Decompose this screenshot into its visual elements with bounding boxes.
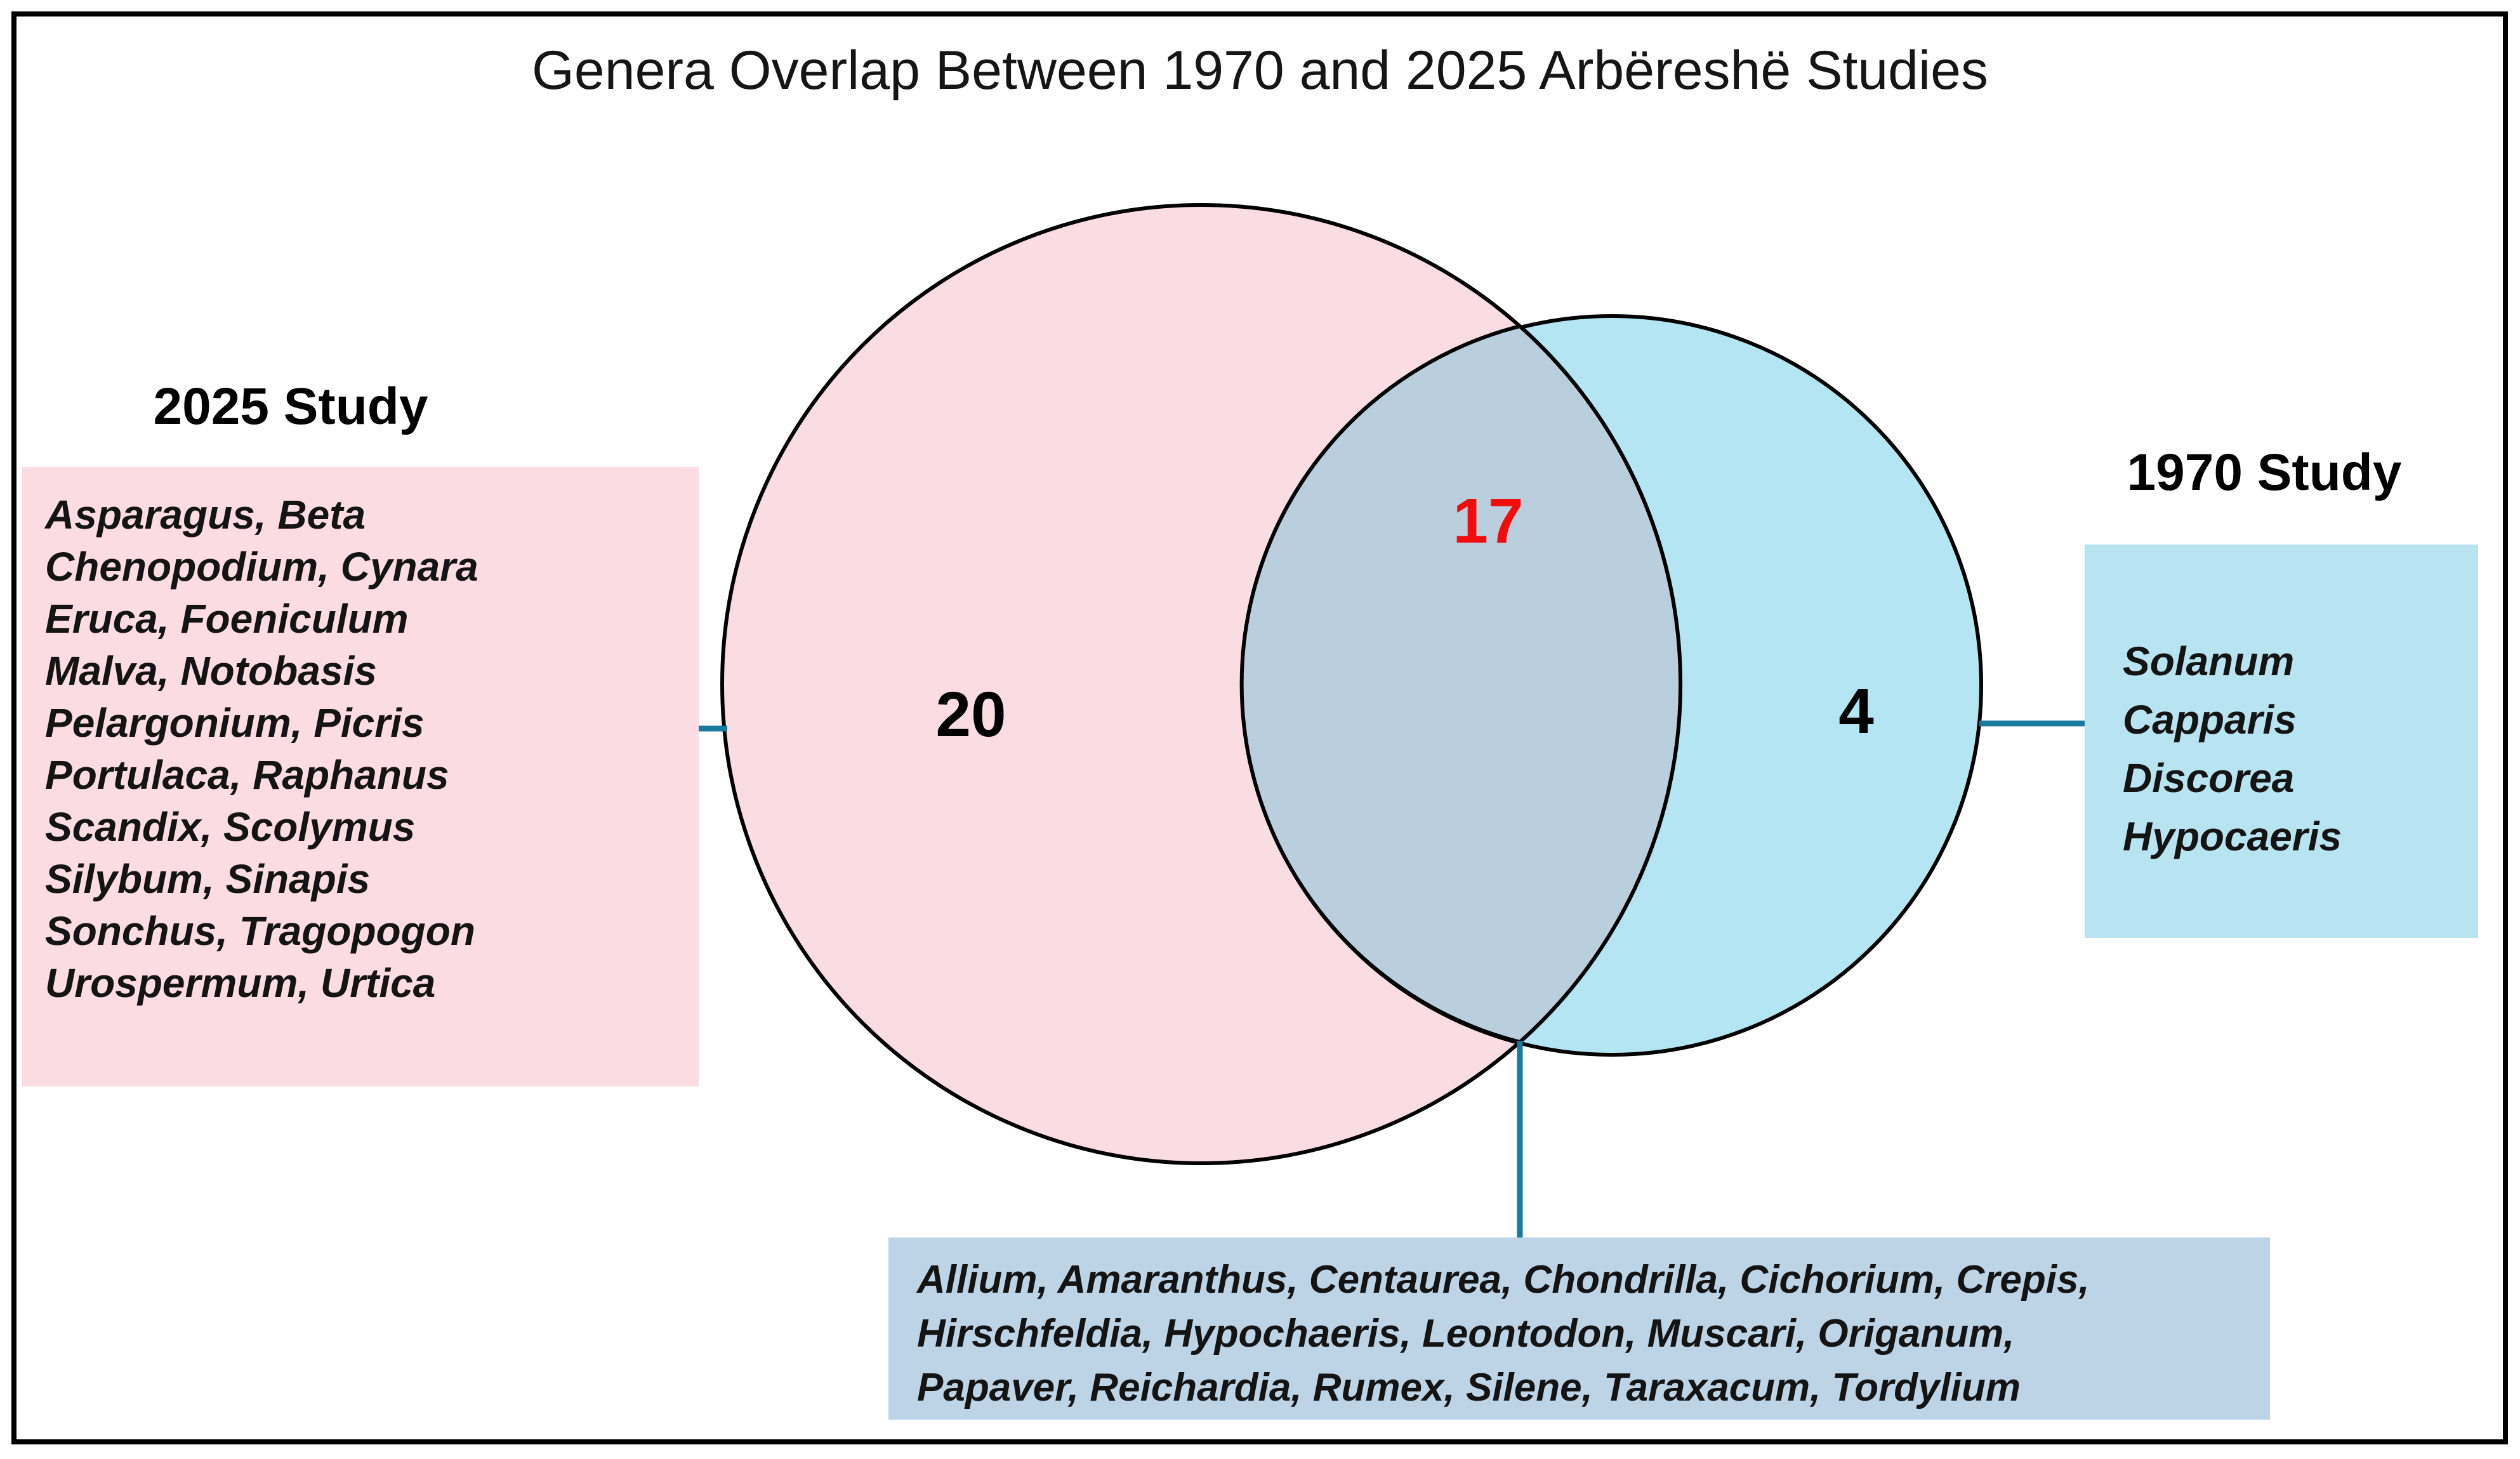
genera-line: Sonchus, Tragopogon <box>45 908 475 954</box>
genera-line: Discorea <box>2123 755 2295 801</box>
label-1970-study: 1970 Study <box>2127 444 2402 501</box>
genera-line: Solanum <box>2123 638 2295 684</box>
count-1970-only: 4 <box>1838 676 1874 747</box>
count-overlap: 17 <box>1453 485 1523 557</box>
figure-title: Genera Overlap Between 1970 and 2025 Arb… <box>532 40 1988 101</box>
genera-line: Eruca, Foeniculum <box>45 596 409 642</box>
genera-line: Silybum, Sinapis <box>45 856 371 902</box>
genera-line: Asparagus, Beta <box>45 492 366 538</box>
genera-line: Hypocaeris <box>2123 814 2342 859</box>
label-2025-study: 2025 Study <box>153 378 428 435</box>
genera-line: Scandix, Scolymus <box>45 804 416 850</box>
genera-line: Capparis <box>2123 697 2297 743</box>
genera-line: Malva, Notobasis <box>45 648 377 694</box>
genera-line: Papaver, Reichardia, Rumex, Silene, Tara… <box>917 1366 2021 1409</box>
panel-2025-only-genera: Asparagus, Beta Chenopodium, Cynara Eruca,… <box>22 467 699 1086</box>
count-2025-only: 20 <box>935 679 1006 750</box>
genera-line: Urospermum, Urtica <box>45 960 436 1006</box>
genera-line: Allium, Amaranthus, Centaurea, Chondrill… <box>917 1258 2090 1302</box>
overlap-region <box>1239 324 1683 1045</box>
panel-shared-genera: Allium, Amaranthus, Centaurea, Chondrill… <box>888 1238 2270 1420</box>
genera-line: Chenopodium, Cynara <box>45 544 478 590</box>
genera-line: Portulaca, Raphanus <box>45 752 449 798</box>
panel-1970-only-genera: Solanum Capparis Discorea Hypocaeris <box>2085 545 2478 938</box>
genera-line: Pelargonium, Picris <box>45 700 425 746</box>
figure-border <box>11 11 2508 1444</box>
genera-line: Hirschfeldia, Hypochaeris, Leontodon, Mu… <box>917 1312 2015 1356</box>
